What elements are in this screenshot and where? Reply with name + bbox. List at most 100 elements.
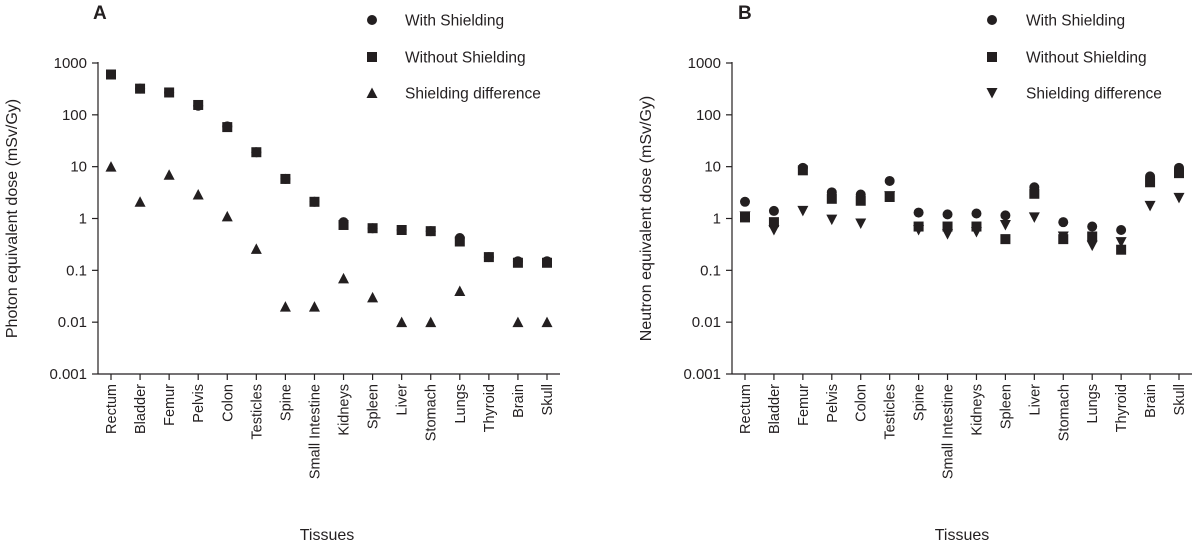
without-shielding-point (396, 224, 407, 235)
legend-marker (987, 52, 997, 62)
shielding-difference-point (826, 214, 838, 226)
without-shielding-point (193, 99, 204, 110)
shielding-difference-point (855, 218, 867, 230)
x-category-label: Liver (1027, 384, 1043, 416)
without-shielding-point (1029, 188, 1040, 199)
with-shielding-point (768, 205, 779, 216)
y-tick-label: 100 (696, 107, 721, 124)
x-category-label: Brain (1143, 384, 1159, 418)
x-category-label: Femur (162, 384, 178, 426)
without-shielding-point (826, 193, 837, 204)
with-shielding-point (942, 209, 953, 220)
with-shielding-point (1087, 221, 1098, 232)
shielding-difference-point (739, 211, 751, 222)
with-shielding-point (1058, 217, 1069, 228)
shielding-difference-point (1028, 212, 1040, 223)
shielding-difference-point (105, 161, 117, 172)
shielding-difference-point (1057, 231, 1069, 242)
shielding-difference-point (221, 210, 233, 222)
x-category-label: Thyroid (482, 384, 498, 432)
y-tick-label: 0.1 (700, 262, 721, 279)
legend-label: Without Shielding (1026, 50, 1147, 67)
without-shielding-point (1145, 177, 1156, 188)
shielding-difference-point (1086, 240, 1098, 252)
without-shielding-point (1116, 244, 1127, 255)
y-tick-label: 0.001 (49, 366, 87, 383)
without-shielding-point (1000, 234, 1011, 245)
x-category-label: Bladder (767, 384, 783, 434)
chart-panel-b: B 0.001 0.01 0.1 1 10 100 1000 Rectum Bladder Femu… (638, 3, 1192, 544)
x-category-label: Kidneys (337, 384, 353, 436)
shielding-difference-point (396, 316, 408, 328)
y-tick-label: 10 (70, 159, 87, 176)
without-shielding-point (542, 257, 552, 268)
shielding-difference-point (1144, 200, 1156, 212)
shielding-difference-point (1115, 237, 1127, 248)
chart-panel-a: A 0.001 0.01 0.1 1 10 100 1000 Rectum Bladder Femu… (4, 3, 560, 544)
shielding-difference-point (367, 291, 379, 303)
y-tick-label: 0.01 (692, 314, 721, 331)
x-category-label: Liver (395, 384, 411, 416)
legend-marker (986, 88, 998, 99)
shielding-difference-point (163, 169, 175, 180)
shielding-difference-point (308, 301, 320, 312)
panel-label: B (738, 3, 752, 24)
legend-label: With Shielding (405, 13, 504, 30)
with-shielding-point (1116, 224, 1127, 235)
y-tick-label: 1 (713, 211, 721, 228)
shielding-difference-point (970, 226, 982, 238)
y-tick-label: 0.01 (58, 314, 87, 331)
x-category-label: Colon (854, 384, 870, 422)
without-shielding-point (454, 236, 465, 247)
shielding-difference-point (913, 224, 925, 236)
shielding-difference-point (942, 229, 954, 240)
y-tick-label: 1000 (54, 55, 87, 72)
without-shielding-point (1174, 168, 1184, 179)
x-category-label: Thyroid (1114, 384, 1130, 432)
x-category-label: Skull (540, 384, 556, 415)
shielding-difference-point (425, 316, 437, 328)
y-tick-label: 0.001 (683, 366, 721, 383)
x-category-label: Rectum (104, 384, 120, 434)
x-category-label: Rectum (738, 384, 754, 434)
x-category-label: Testicles (249, 384, 265, 440)
shielding-difference-point (768, 224, 780, 236)
x-category-label: Pelvis (825, 384, 841, 423)
x-category-label: Skull (1172, 384, 1188, 415)
x-category-label: Kidneys (969, 384, 985, 436)
x-category-label: Pelvis (191, 384, 207, 423)
without-shielding-point (1087, 231, 1098, 242)
shielding-difference-point (797, 205, 809, 217)
without-shielding-point (164, 87, 175, 98)
y-axis-title: Neutron equivalent dose (mSv/Gy) (638, 96, 655, 341)
without-shielding-point (222, 122, 233, 133)
y-tick-label: 1 (79, 211, 87, 228)
without-shielding-point (942, 221, 953, 232)
legend-label: With Shielding (1026, 13, 1125, 30)
x-category-label: Spleen (998, 384, 1014, 429)
shielding-difference-point (1173, 192, 1185, 204)
without-shielding-point (135, 83, 146, 94)
x-category-label: Lungs (1085, 384, 1101, 424)
without-shielding-point (425, 226, 436, 237)
shielding-difference-point (512, 316, 524, 328)
x-category-label: Colon (220, 384, 236, 422)
without-shielding-point (367, 223, 378, 234)
x-category-label: Bladder (133, 384, 149, 434)
y-axis-title: Photon equivalent dose (mSv/Gy) (4, 99, 21, 338)
shielding-difference-point (541, 316, 553, 328)
x-category-label: Spine (278, 384, 294, 421)
x-category-label: Lungs (453, 384, 469, 424)
with-shielding-point (884, 175, 895, 186)
without-shielding-point (106, 69, 116, 80)
shielding-difference-point (192, 189, 204, 200)
x-category-label: Stomach (424, 384, 440, 441)
shielding-difference-point (134, 196, 146, 207)
legend-label: Shielding difference (1026, 86, 1162, 103)
without-shielding-point (855, 195, 866, 206)
legend-marker (367, 52, 377, 62)
shielding-difference-point (999, 219, 1011, 231)
with-shielding-point (971, 208, 982, 219)
x-category-label: Small Intestine (307, 384, 323, 479)
